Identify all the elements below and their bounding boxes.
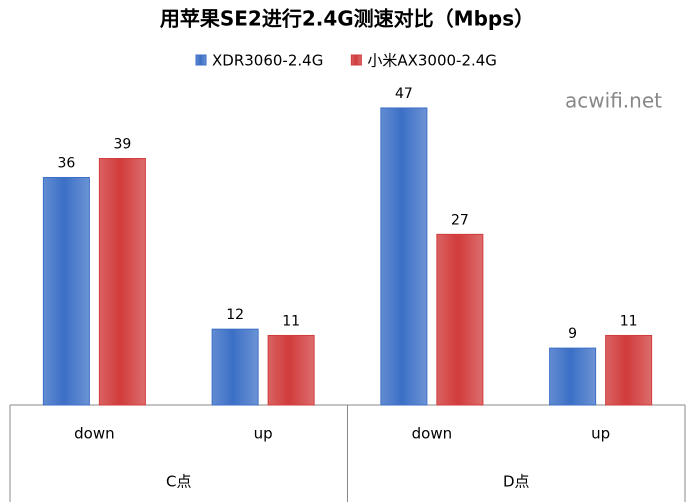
bar <box>211 328 259 406</box>
x-tick-label: down <box>412 425 452 443</box>
data-label: 36 <box>57 155 75 171</box>
bar <box>549 347 597 406</box>
bar <box>436 233 484 406</box>
data-label: 9 <box>568 326 577 342</box>
bar <box>98 158 146 406</box>
legend-swatch <box>195 54 207 66</box>
data-label: 11 <box>282 313 300 329</box>
data-label: 39 <box>113 137 131 153</box>
bar <box>380 107 428 406</box>
x-tick-label: down <box>74 425 114 443</box>
watermark: acwifi.net <box>565 89 662 113</box>
x-tick-label: up <box>591 425 610 443</box>
bar <box>42 176 90 406</box>
data-label: 47 <box>395 86 413 102</box>
data-label: 12 <box>226 307 244 323</box>
data-label: 11 <box>620 313 638 329</box>
legend-label: XDR3060-2.4G <box>212 52 323 70</box>
group-label: D点 <box>503 473 530 491</box>
legend-label: 小米AX3000-2.4G <box>367 52 497 70</box>
bar <box>267 334 315 406</box>
legend-swatch <box>350 54 362 66</box>
group-label: C点 <box>166 473 191 491</box>
x-tick-label: up <box>254 425 273 443</box>
bar <box>605 334 653 406</box>
chart-title: 用苹果SE2进行2.4G测速对比（Mbps） <box>160 7 534 31</box>
data-label: 27 <box>451 212 469 228</box>
